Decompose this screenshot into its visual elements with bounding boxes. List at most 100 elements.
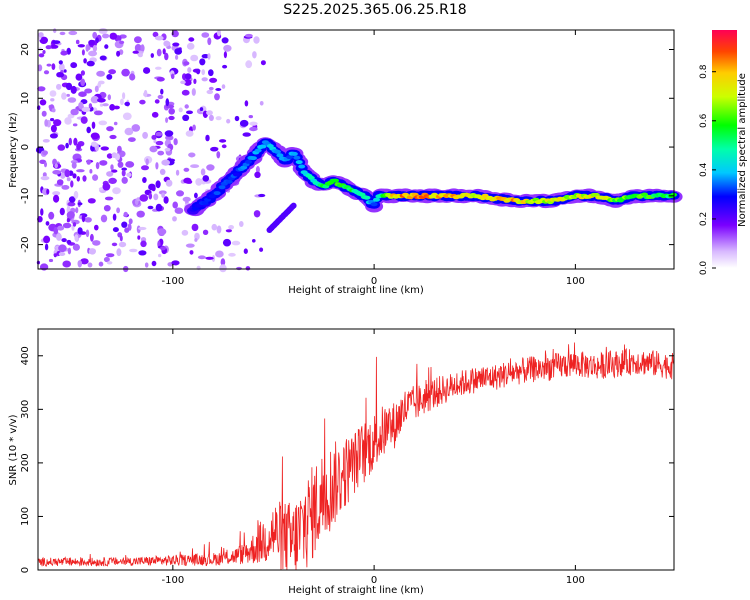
heatmap-noise-cell [152, 31, 159, 38]
heatmap-noise-cell [106, 153, 113, 159]
heatmap-noise-cell [181, 89, 190, 96]
heatmap-noise-cell [132, 50, 139, 54]
heatmap-noise-cell [172, 216, 177, 222]
heatmap-y-tick-label: 10 [20, 92, 31, 105]
heatmap-noise-cell [157, 150, 165, 156]
heatmap-noise-cell [127, 137, 136, 143]
heatmap-noise-cell [183, 79, 192, 86]
heatmap-noise-cell [89, 169, 93, 174]
heatmap-noise-cell [126, 172, 132, 177]
heatmap-noise-cell [48, 211, 55, 220]
heatmap-noise-cell [76, 169, 85, 173]
heatmap-noise-cell [103, 256, 110, 263]
colorbar: 0.0 0.2 0.4 0.6 0.8 Normalized spectral ampl… [699, 30, 748, 275]
heatmap-noise-cell [56, 179, 64, 186]
heatmap-noise-cell [117, 161, 124, 168]
heatmap-x-tick-label: -100 [161, 276, 184, 287]
heatmap-noise-cell [134, 36, 142, 44]
heatmap-noise-cell [87, 262, 93, 268]
heatmap-ridge-cell [373, 197, 380, 202]
heatmap-noise-cell [174, 207, 184, 214]
heatmap-noise-cell [171, 260, 180, 266]
heatmap-noise-cell [111, 169, 118, 173]
snr-series-line [37, 342, 675, 571]
heatmap-noise-cell [90, 132, 100, 140]
heatmap-noise-cell [98, 187, 104, 191]
heatmap-noise-cell [98, 80, 105, 85]
heatmap-noise-cell [67, 201, 76, 207]
heatmap-noise-cell [163, 196, 169, 204]
heatmap-noise-cell [170, 73, 175, 80]
heatmap-secondary-ridge-cell [290, 202, 297, 209]
heatmap-noise-cell [71, 162, 77, 169]
heatmap-noise-cell [219, 264, 227, 273]
heatmap-noise-cell [183, 177, 192, 184]
heatmap-noise-cell [165, 117, 169, 123]
heatmap-noise-cell [176, 190, 184, 197]
heatmap-y-tick-label: -20 [20, 236, 31, 252]
heatmap-noise-cell [50, 124, 57, 133]
heatmap-noise-cell [140, 44, 145, 53]
heatmap-noise-cell [161, 192, 165, 198]
heatmap-noise-cell [70, 62, 78, 69]
heatmap-noise-cell [91, 121, 96, 129]
snr-x-tick-label: 0 [371, 575, 377, 586]
heatmap-noise-cell [215, 250, 224, 258]
heatmap-noise-cell [59, 31, 66, 36]
heatmap-noise-cell [68, 30, 78, 36]
heatmap-noise-cell [52, 191, 61, 196]
heatmap-noise-cell [206, 89, 214, 95]
heatmap-noise-cell [52, 40, 61, 44]
heatmap-noise-cell [175, 169, 180, 176]
heatmap-noise-cell [66, 218, 70, 223]
heatmap-noise-cell [72, 173, 77, 179]
heatmap-noise-cell [102, 103, 109, 107]
heatmap-noise-cell [83, 58, 87, 64]
heatmap-noise-cell [192, 124, 196, 131]
heatmap-noise-cell [138, 250, 147, 256]
heatmap-noise-cell [43, 70, 50, 75]
colorbar-tick-label: 0.6 [699, 113, 709, 128]
heatmap-noise-cell [225, 229, 232, 233]
heatmap-x-tick-label: 100 [566, 276, 585, 287]
heatmap-noise-cell [104, 44, 109, 49]
heatmap-noise-cell [46, 63, 52, 67]
heatmap-noise-cell [109, 104, 116, 111]
heatmap-noise-cell [77, 260, 83, 268]
heatmap-noise-cell [58, 60, 63, 65]
heatmap-noise-cell [61, 185, 70, 190]
heatmap-noise-cell [63, 69, 67, 73]
heatmap-frame [37, 29, 675, 270]
heatmap-noise-cell [171, 30, 179, 38]
heatmap-noise-cell [116, 207, 120, 214]
heatmap-noise-cell [173, 138, 178, 146]
heatmap-noise-cell [86, 60, 95, 67]
heatmap-noise-cell [118, 241, 127, 248]
heatmap-noise-cell [121, 169, 126, 177]
heatmap-noise-cell [91, 141, 98, 147]
heatmap-noise-cell [182, 114, 190, 122]
colorbar-tick-label: 0.0 [699, 261, 709, 276]
heatmap-noise-cell [223, 44, 232, 52]
heatmap-noise-cell [92, 31, 98, 39]
heatmap-ylabel: Frequency (Hz) [8, 112, 19, 188]
heatmap-noise-cell [38, 53, 45, 58]
heatmap-noise-cell [215, 88, 222, 91]
heatmap-noise-cell [121, 68, 130, 77]
heatmap-noise-cell [254, 171, 261, 178]
heatmap-noise-cell [98, 261, 104, 267]
heatmap-noise-cell [165, 135, 174, 141]
heatmap-noise-cell [88, 50, 98, 57]
heatmap-noise-cell [124, 101, 130, 107]
heatmap-noise-cell [164, 130, 174, 137]
heatmap-noise-cell [255, 166, 260, 174]
figure-title: S225.2025.365.06.25.R18 [283, 2, 467, 18]
heatmap-noise-cell [86, 159, 91, 165]
heatmap-noise-cell [102, 182, 111, 191]
heatmap-noise-cell [249, 126, 258, 132]
heatmap-noise-cell [199, 107, 204, 112]
heatmap-noise-cell [191, 88, 196, 96]
heatmap-noise-cell [186, 42, 195, 50]
heatmap-noise-cell [248, 115, 253, 119]
heatmap-plot-area [38, 30, 674, 269]
